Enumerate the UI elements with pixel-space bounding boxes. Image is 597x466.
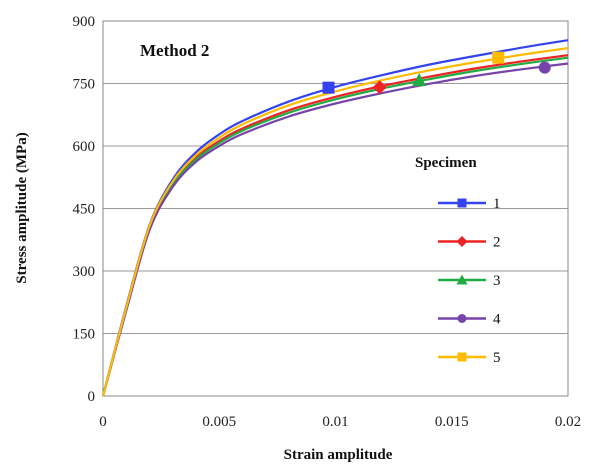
x-tick-label: 0.015 [435, 414, 469, 430]
series-markers [322, 51, 551, 95]
y-tick-labels: 0 150 300 450 600 750 900 [73, 14, 96, 405]
legend: Specimen 1 2 3 4 5 [415, 155, 501, 366]
x-tick-label: 0.01 [322, 414, 348, 430]
x-tick-label: 0.02 [555, 414, 581, 430]
series-marker-3 [412, 73, 427, 87]
series-line-2 [101, 54, 569, 397]
x-tick-label: 0.005 [202, 414, 236, 430]
series-marker-2 [372, 80, 387, 95]
x-tick-labels: 0 0.005 0.01 0.015 0.02 [99, 414, 581, 430]
series-lines [101, 39, 569, 397]
legend-label: 1 [493, 196, 501, 212]
legend-label: 2 [493, 235, 501, 251]
legend-marker [457, 314, 467, 323]
x-axis-title: Strain amplitude [284, 447, 393, 463]
legend-item-2: 2 [438, 235, 501, 251]
y-tick-label: 150 [73, 327, 96, 343]
series-marker-1 [322, 81, 335, 94]
method-annotation: Method 2 [140, 41, 209, 60]
y-tick-label: 450 [73, 202, 96, 218]
series-line-1 [101, 39, 569, 397]
legend-item-1: 1 [438, 196, 501, 212]
series-marker-4 [538, 61, 551, 74]
legend-item-3: 3 [438, 273, 501, 289]
legend-marker [456, 274, 468, 285]
y-tick-label: 900 [73, 14, 96, 30]
legend-label: 3 [493, 273, 501, 289]
y-tick-label: 0 [88, 389, 96, 405]
plot-area [102, 20, 569, 397]
legend-title: Specimen [415, 155, 477, 171]
legend-marker [457, 352, 467, 362]
y-axis-title: Stress amplitude (MPa) [14, 132, 30, 283]
legend-label: 5 [493, 350, 501, 366]
legend-marker [457, 198, 467, 208]
series-line-4 [101, 62, 569, 397]
legend-label: 4 [493, 312, 501, 328]
series-line-5 [101, 46, 569, 397]
y-tick-label: 300 [73, 264, 96, 280]
y-tick-label: 750 [73, 77, 96, 93]
x-tick-label: 0 [99, 414, 107, 430]
series-line-3 [101, 56, 569, 397]
legend-marker [456, 236, 468, 247]
legend-item-4: 4 [438, 312, 501, 328]
legend-item-5: 5 [438, 350, 501, 366]
series-marker-5 [492, 51, 505, 64]
y-tick-label: 600 [73, 139, 96, 155]
